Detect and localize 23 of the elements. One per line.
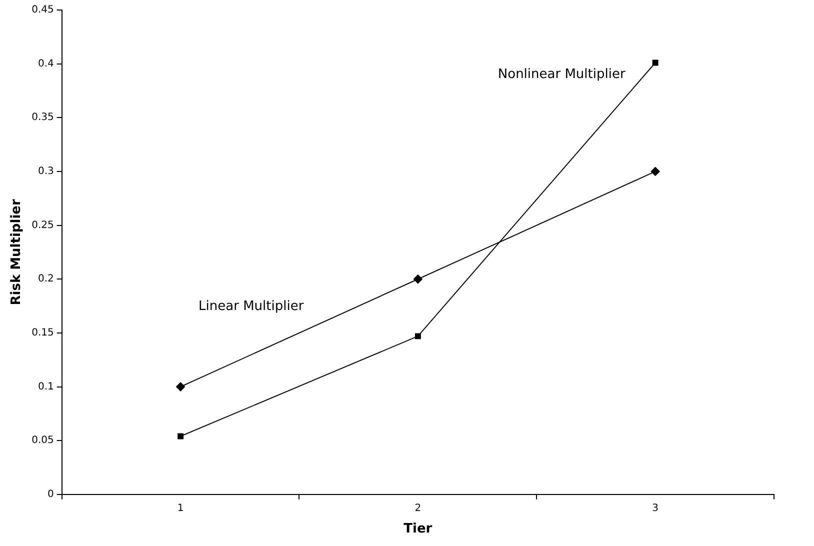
point	[650, 166, 660, 176]
x-axis-title: Tier	[404, 522, 433, 537]
point	[178, 433, 184, 440]
y-tick-label: 0.3	[38, 166, 54, 178]
x-tick-label: 3	[652, 502, 658, 514]
series-label: Linear Multiplier	[198, 299, 304, 314]
y-tick-label: 0.35	[32, 112, 54, 124]
y-tick-label: 0	[47, 488, 54, 500]
y-tick-label: 0.45	[32, 4, 54, 16]
point	[414, 333, 421, 340]
x-tick-label: 2	[414, 502, 422, 514]
y-axis-title: Risk Multiplier	[9, 198, 24, 306]
series-label: Nonlinear Multiplier	[498, 67, 626, 82]
y-tick-label: 0.05	[32, 435, 54, 446]
y-tick-label: 0.1	[38, 381, 54, 392]
point	[413, 274, 422, 284]
y-tick-label: 0.15	[32, 328, 54, 339]
point	[176, 382, 186, 392]
y-tick-label: 0.4	[38, 58, 54, 70]
y-tick-label: 0.2	[38, 274, 54, 285]
x-tick-label: 1	[177, 502, 184, 514]
point	[652, 60, 658, 66]
y-tick-label: 0.25	[32, 220, 54, 231]
